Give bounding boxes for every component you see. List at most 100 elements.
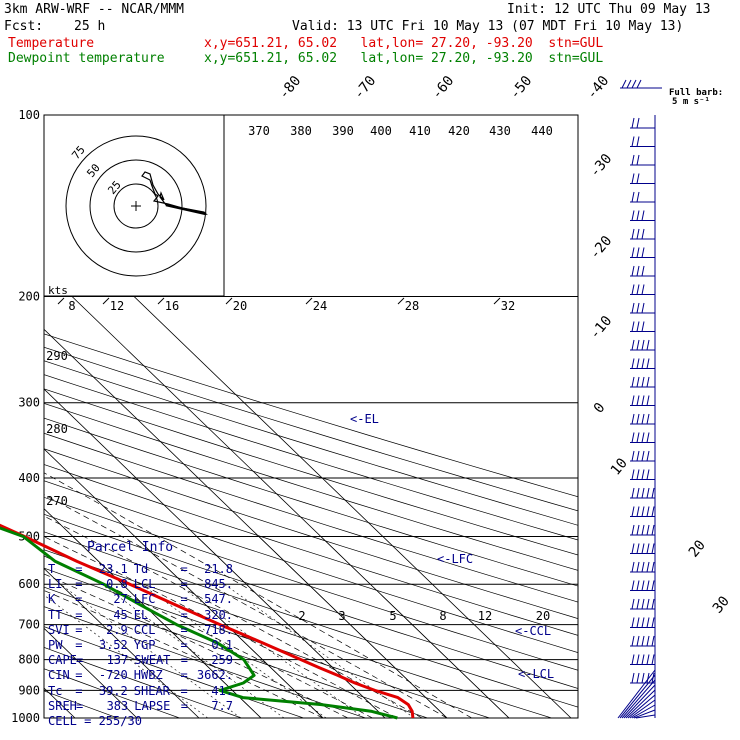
- speed-scale-label: 12: [110, 299, 124, 313]
- wind-barb-flag: [631, 469, 635, 480]
- hodograph-ring: [65, 135, 207, 277]
- wind-barb: [630, 210, 655, 221]
- hodograph-ring: [113, 183, 159, 229]
- wind-barb: [630, 672, 655, 684]
- wind-barb-flag: [636, 284, 640, 295]
- theta-label: 440: [531, 124, 553, 138]
- speed-scale-tick: [305, 297, 313, 305]
- wind-barb: [630, 154, 655, 166]
- fcst-value: 25 h: [74, 19, 106, 34]
- wind-barb-surface: [627, 694, 656, 719]
- wind-barb-flag: [631, 543, 635, 554]
- speed-scale-label: 28: [405, 299, 419, 313]
- temperature-tick-label: -80: [276, 73, 305, 103]
- isotherm-line: [0, 115, 13, 718]
- wind-barb-flag: [631, 173, 635, 184]
- wind-barb-flag: [636, 635, 640, 647]
- equals-sign: =: [180, 562, 188, 576]
- parcel-value: 137: [106, 653, 129, 668]
- dry-adiabat-line: [44, 417, 578, 587]
- temperature-tick-label: -60: [429, 73, 458, 103]
- parcel-value: 547.: [204, 592, 233, 607]
- wind-barb-surface: [617, 669, 656, 719]
- wind-barb-flag: [631, 302, 635, 314]
- temperature-tick-label: 0: [591, 400, 609, 417]
- equals-sign: =: [180, 577, 188, 592]
- wind-barb-flag: [631, 450, 635, 462]
- mixing-ratio-line: [177, 583, 365, 718]
- wind-barb-flag: [636, 395, 640, 406]
- parcel-key: SVI: [48, 622, 70, 637]
- wind-barb-flag: [631, 413, 635, 425]
- temperature-tick-label: -50: [507, 73, 536, 103]
- dry-adiabat-line: [44, 496, 578, 671]
- dewpoint-profile-line: [0, 526, 398, 720]
- wind-barb-flag: [636, 117, 640, 129]
- parcel-key: K: [48, 592, 56, 607]
- wind-barb: [630, 487, 655, 499]
- parcel-key: LCL: [133, 577, 156, 592]
- equals-sign: =: [75, 683, 83, 698]
- wind-barb: [630, 506, 655, 517]
- init-time: Init: 12 UTC Thu 09 May 13: [507, 2, 711, 17]
- parcel-key: CIN: [48, 668, 70, 683]
- wind-barb-flag: [631, 284, 635, 295]
- wind-barb-flag: [636, 265, 640, 277]
- wind-barb-flag: [636, 154, 640, 166]
- wind-barb-flag: [646, 487, 650, 499]
- wind-barb-flag: [636, 376, 640, 388]
- mixing-ratio-label: 5: [389, 609, 396, 623]
- wind-barb-flag: [641, 487, 645, 499]
- parcel-key: YGP: [133, 637, 156, 652]
- speed-scale-tick: [157, 297, 165, 305]
- hodograph-ring: [89, 159, 183, 253]
- wind-barb-surface: [631, 704, 656, 719]
- temperature-tick-label: -40: [584, 73, 613, 103]
- parcel-key: Td: [133, 562, 149, 576]
- wind-barb-flag: [646, 561, 650, 573]
- wind-barb-flag: [641, 265, 645, 277]
- parcel-key: SWEAT: [134, 653, 171, 668]
- mixing-ratio-line: [224, 583, 415, 718]
- equals-sign: =: [75, 637, 83, 652]
- wind-barb-flag: [636, 321, 640, 332]
- mixing-ratio-label: 12: [478, 609, 492, 623]
- wind-barb-flag: [636, 543, 640, 554]
- wind-barb-flag: [646, 672, 650, 684]
- wind-barb-flag: [651, 654, 655, 665]
- parcel-info-table: T = 23.1 Td = 21.8 LI = -0.8 LCL = 845. K = 27 LFC = 547.…: [48, 562, 233, 729]
- level-marker: <-LFC: [437, 552, 473, 566]
- wind-barb-flag: [641, 339, 645, 351]
- level-marker: <-CCL: [515, 624, 551, 638]
- wind-barb-flag: [631, 210, 635, 221]
- wind-barb-flag: [646, 395, 650, 406]
- wind-barb-flag: [636, 450, 640, 462]
- wind-barb-flag: [646, 617, 650, 628]
- wind-barb-flag: [646, 654, 650, 665]
- wind-barb-flag: [631, 598, 635, 610]
- parcel-value: 7.7: [211, 698, 233, 713]
- mixing-ratio-line: [44, 594, 208, 718]
- parcel-value: 23.1: [98, 562, 128, 576]
- wind-barb: [630, 191, 655, 203]
- wind-barb-flag: [641, 524, 645, 536]
- dry-adiabat-line: [44, 432, 578, 603]
- theta-label: 400: [370, 124, 392, 138]
- wind-barb-flag: [631, 635, 635, 647]
- pressure-tick-label: 900: [18, 683, 40, 697]
- model-title: 3km ARW-WRF -- NCAR/MMM: [4, 2, 185, 17]
- wind-barb-flag: [646, 543, 650, 554]
- wind-barb: [630, 635, 655, 647]
- mixing-ratio-label: 3: [338, 609, 345, 623]
- wind-barb-flag: [641, 561, 645, 573]
- wind-barb: [630, 284, 655, 295]
- wind-barb: [630, 358, 655, 369]
- speed-scale-label: 8: [68, 299, 75, 313]
- parcel-value: 39.2: [98, 683, 128, 698]
- wind-barb-flag: [631, 321, 635, 332]
- wind-barb-surface: [633, 709, 656, 719]
- parcel-info-row: SVI = 2.9 CCL = 718.: [48, 623, 233, 638]
- equals-sign: =: [75, 577, 83, 592]
- wind-barb-flag: [631, 154, 635, 166]
- temperature-profile-line: [0, 523, 415, 719]
